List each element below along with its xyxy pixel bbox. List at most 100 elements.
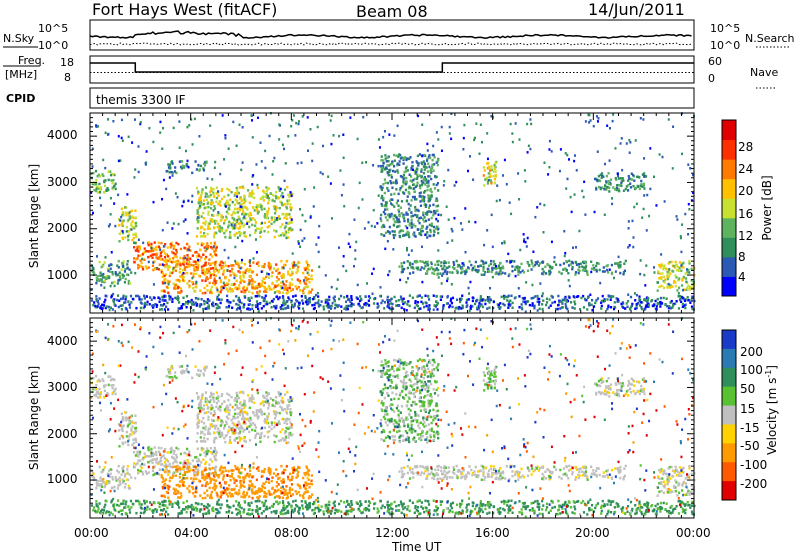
power-noise-cell xyxy=(426,149,429,152)
velocity-cell xyxy=(588,508,591,512)
power-cell xyxy=(680,269,683,272)
power-cell xyxy=(388,170,391,174)
power-cell xyxy=(280,259,283,263)
power-cell xyxy=(359,295,362,298)
power-noise-cell xyxy=(370,224,373,228)
power-noise-cell xyxy=(460,307,463,310)
power-cell xyxy=(284,263,287,267)
power-cell xyxy=(488,175,491,179)
power-noise-cell xyxy=(290,218,293,221)
power-cell xyxy=(526,269,530,272)
velocity-cell xyxy=(118,504,121,508)
power-cell xyxy=(445,272,448,276)
power-cell xyxy=(429,168,432,171)
power-noise-cell xyxy=(227,256,230,260)
power-cell xyxy=(251,189,254,192)
power-cell xyxy=(219,228,222,231)
power-cell xyxy=(586,308,589,311)
power-cell xyxy=(609,183,612,186)
power-noise-cell xyxy=(524,180,527,183)
velocity-cell xyxy=(157,501,160,504)
power-cell xyxy=(434,212,437,215)
velocity-cell xyxy=(363,508,366,511)
power-cell xyxy=(161,295,164,299)
power-cell xyxy=(157,245,161,249)
power-cell xyxy=(149,250,152,253)
power-cell xyxy=(448,271,452,274)
power-cell xyxy=(484,270,487,274)
velocity-cell xyxy=(524,507,527,511)
power-cell xyxy=(615,297,618,300)
power-cell xyxy=(265,193,268,196)
power-echo-cells xyxy=(90,112,696,313)
power-cell xyxy=(423,261,426,265)
power-noise-cell xyxy=(505,182,508,186)
power-noise-cell xyxy=(255,163,258,166)
power-cell xyxy=(427,206,431,210)
power-cell xyxy=(415,177,419,181)
power-cell xyxy=(671,306,674,309)
power-cell xyxy=(603,298,606,301)
power-noise-cell xyxy=(523,169,526,172)
power-cell xyxy=(202,299,206,303)
power-cell xyxy=(408,192,411,195)
power-cell xyxy=(125,295,128,298)
power-cell xyxy=(223,219,226,222)
power-noise-cell xyxy=(193,117,196,121)
power-noise-cell xyxy=(644,284,647,287)
power-cell xyxy=(539,262,542,265)
power-cell xyxy=(474,268,478,272)
power-noise-cell xyxy=(507,274,510,278)
power-cell xyxy=(382,210,385,214)
velocity-cell xyxy=(638,502,641,506)
velocity-cell xyxy=(116,499,120,502)
power-cell xyxy=(215,298,219,301)
power-cell xyxy=(399,229,402,233)
power-cell xyxy=(402,157,405,160)
power-noise-cell xyxy=(692,173,695,177)
power-noise-cell xyxy=(266,272,269,275)
power-cell xyxy=(197,207,200,210)
power-cell xyxy=(275,304,278,308)
power-cell xyxy=(421,218,425,221)
power-cell xyxy=(114,187,117,191)
power-cell xyxy=(622,271,626,274)
power-cell xyxy=(243,201,246,205)
power-cell xyxy=(256,307,260,311)
power-noise-cell xyxy=(652,175,655,179)
power-cell xyxy=(158,256,161,259)
power-cell xyxy=(415,198,418,201)
velocity-cell xyxy=(478,507,481,510)
power-cell xyxy=(284,213,287,216)
power-cell xyxy=(154,303,157,306)
power-noise-cell xyxy=(226,269,229,272)
power-cell xyxy=(567,264,571,267)
power-noise-cell xyxy=(178,146,181,149)
power-cell xyxy=(633,179,636,182)
power-cell xyxy=(380,159,383,162)
power-cell xyxy=(399,206,402,209)
power-cell xyxy=(335,304,338,307)
power-cell xyxy=(668,305,671,308)
power-noise-cell xyxy=(687,163,690,166)
power-cell xyxy=(302,291,305,295)
power-noise-cell xyxy=(416,184,419,187)
power-cell xyxy=(155,303,159,307)
power-cell xyxy=(243,234,246,237)
power-noise-cell xyxy=(171,227,174,230)
power-cell xyxy=(203,232,206,235)
power-cell xyxy=(418,174,421,177)
power-cell xyxy=(264,216,267,219)
power-cell xyxy=(243,290,247,294)
power-cell xyxy=(413,177,416,181)
power-noise-cell xyxy=(345,269,348,273)
power-noise-cell xyxy=(297,240,300,243)
power-cell xyxy=(449,299,452,303)
power-noise-cell xyxy=(620,137,623,140)
power-cell xyxy=(240,278,243,281)
power-cell xyxy=(194,301,198,305)
power-noise-cell xyxy=(426,210,429,214)
power-cell xyxy=(289,203,292,206)
power-cell xyxy=(384,216,387,219)
power-cell xyxy=(646,300,649,304)
